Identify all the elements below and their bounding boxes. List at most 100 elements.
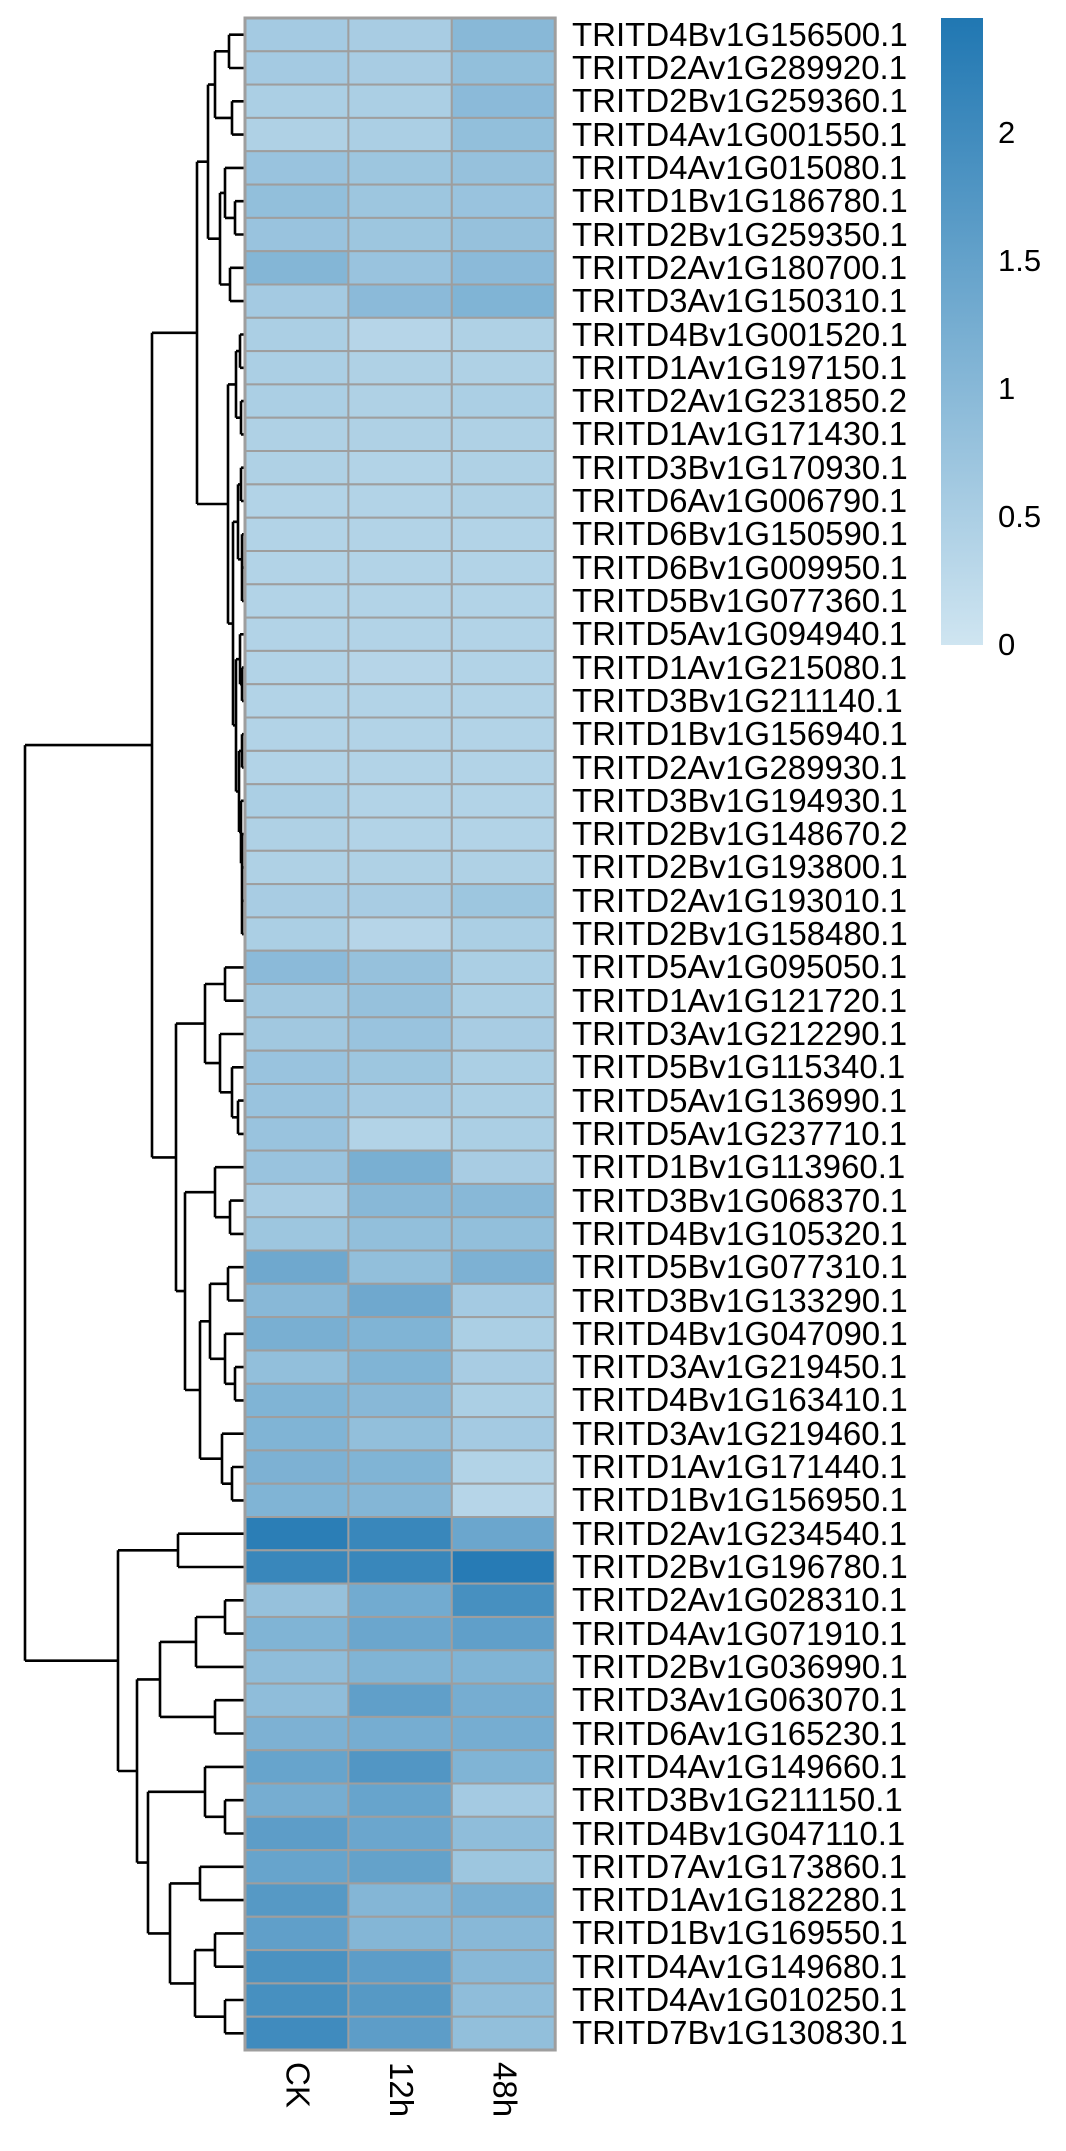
heatmap-cell [450,1782,557,1818]
heatmap-cell [450,783,557,819]
heatmap-cell [347,1815,453,1852]
gene-label: TRITD1Bv1G113960.1 [572,1148,906,1186]
gene-label: TRITD2Bv1G196780.1 [572,1548,908,1585]
heatmap-cell [450,983,557,1019]
heatmap-cell [450,483,557,519]
heatmap-cell [244,150,350,186]
gene-label: TRITD3Bv1G068370.1 [572,1181,908,1219]
heatmap-cell [347,1482,453,1518]
heatmap-cell [450,1715,557,1752]
heatmap-cell [244,50,350,86]
heatmap-cell [347,1949,453,1985]
heatmap-cell [244,1782,350,1818]
heatmap-cell [244,516,350,553]
gene-label: TRITD3Bv1G170930.1 [572,448,908,486]
heatmap-cell [450,1116,557,1152]
heatmap-cell [450,616,557,652]
gene-label: TRITD2Av1G234540.1 [572,1514,908,1552]
heatmap-cell [450,1216,557,1252]
heatmap-cell [244,250,350,286]
heatmap-cell [450,1749,557,1785]
heatmap-cell [244,316,350,353]
gene-label: TRITD7Av1G173860.1 [572,1847,908,1885]
heatmap-cell [347,183,453,219]
gene-label: TRITD1Bv1G156950.1 [572,1481,908,1519]
heatmap-cell [450,1982,557,2018]
gene-label: TRITD2Bv1G148670.2 [572,815,908,853]
heatmap-cell [450,1482,557,1518]
heatmap-cell [347,1782,453,1818]
heatmap-cell [347,1516,453,1552]
gene-label: TRITD6Bv1G009950.1 [572,548,908,586]
heatmap-cell [450,1182,557,1219]
heatmap-cell [450,1316,557,1352]
gene-label: TRITD4Bv1G163410.1 [572,1381,908,1419]
gene-label: TRITD3Bv1G211140.1 [572,681,903,719]
heatmap-cell [347,1715,453,1752]
gene-label: TRITD4Av1G015080.1 [572,148,908,186]
heatmap-cell [244,983,350,1019]
heatmap-cell [347,1882,453,1918]
heatmap-cell [244,716,350,752]
dendrogram-lines [23,33,244,2035]
heatmap-cell [347,1582,453,1618]
heatmap-cell [244,1482,350,1518]
heatmap-cell [244,383,350,419]
heatmap-cell [347,2015,453,2051]
heatmap-cell [244,1282,350,1319]
heatmap-cell [347,1349,453,1385]
gene-label: TRITD1Av1G197150.1 [572,348,908,386]
heatmap-cell [244,683,350,719]
heatmap-cell [450,583,557,619]
heatmap-cell [347,683,453,719]
heatmap-cell [347,283,453,319]
heatmap-cell [244,1016,350,1052]
heatmap-cell [450,1016,557,1052]
gene-label: TRITD2Bv1G259350.1 [572,215,908,253]
heatmap-cell [347,883,453,919]
heatmap-cell [244,783,350,819]
heatmap-cell [244,1182,350,1219]
heatmap-cell [450,916,557,952]
heatmap-cell [244,1682,350,1718]
heatmap-cell [244,1516,350,1552]
heatmap-cell [450,450,557,486]
heatmap-cell [450,1349,557,1385]
heatmap-cell [450,1083,557,1119]
heatmap-cell [347,716,453,752]
heatmap-cell [244,616,350,652]
heatmap-cell [244,1382,350,1419]
heatmap-cell [450,1416,557,1452]
gene-label: TRITD3Av1G150310.1 [572,282,908,320]
heatmap-cell [450,1149,557,1185]
heatmap-cell [244,1982,350,2018]
heatmap-cell [450,550,557,586]
heatmap-cell [347,1116,453,1152]
heatmap-cell [450,649,557,686]
heatmap-cell [244,1649,350,1685]
heatmap-cell [244,450,350,486]
heatmap-cell [347,1216,453,1252]
gene-label: TRITD3Bv1G211150.1 [572,1781,903,1819]
heatmap-cell [450,683,557,719]
gene-label: TRITD7Bv1G130830.1 [572,2014,908,2052]
legend-tick-label: 1.5 [998,243,1042,279]
heatmap-outer-border [243,16,557,2052]
gene-label: TRITD4Av1G149680.1 [572,1947,908,1985]
heatmap-cell [244,649,350,686]
heatmap-cell [450,283,557,319]
heatmap-cell [450,716,557,752]
heatmap-cell [347,749,453,786]
heatmap-cell [347,116,453,153]
gene-label: TRITD2Av1G289920.1 [572,49,908,86]
heatmap-cell [347,916,453,952]
heatmap-cell [347,350,453,386]
heatmap-cell [347,1549,453,1585]
heatmap-cell [347,383,453,419]
heatmap-cell [450,1815,557,1852]
heatmap-cell [244,216,350,253]
heatmap-cell [347,1016,453,1052]
heatmap-cell [244,2015,350,2051]
heatmap-grid [243,16,557,2052]
legend-tick-label: 1 [998,371,1016,407]
